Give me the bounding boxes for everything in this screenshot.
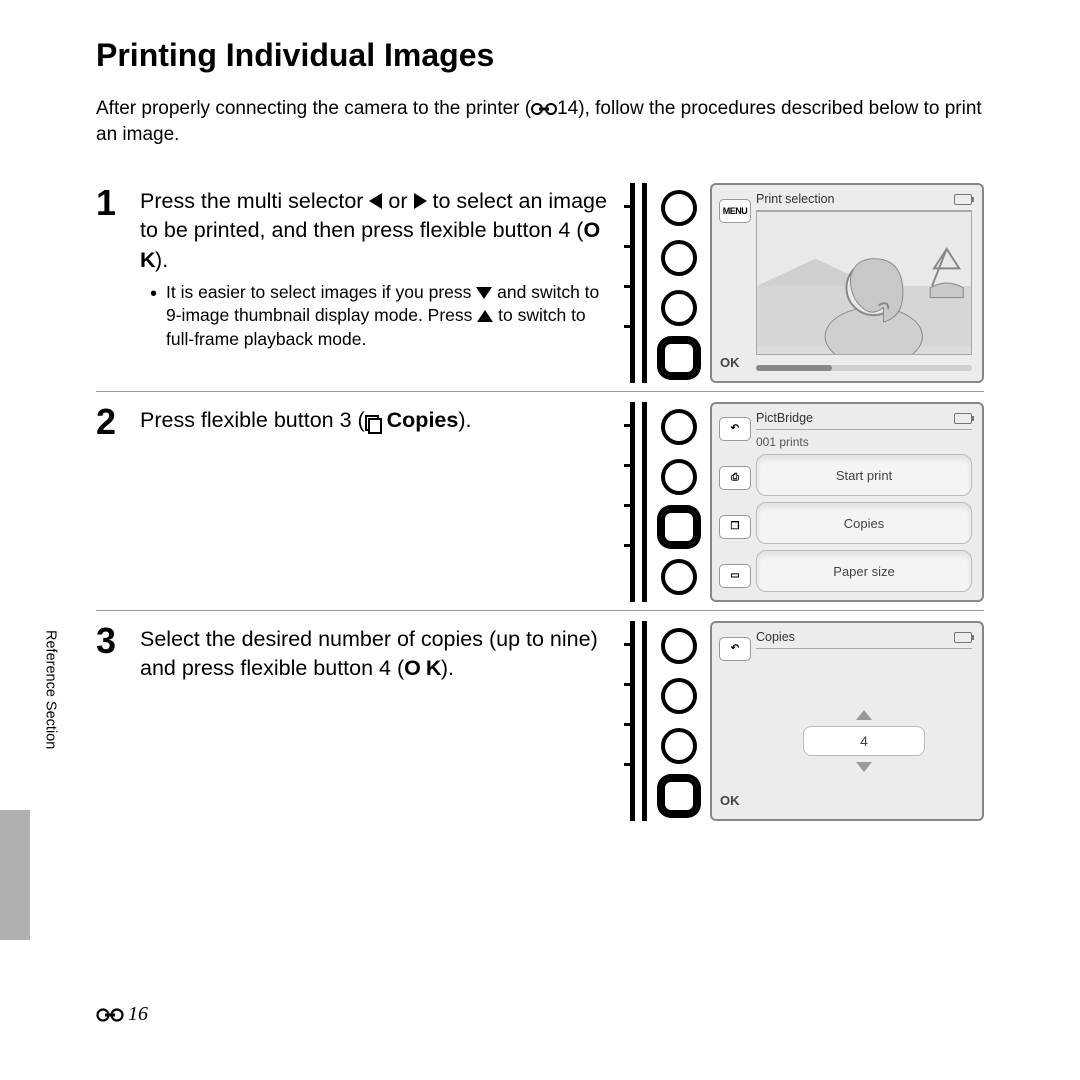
step-3-illustration: ↶ Copies 4 OK [624,621,984,821]
photo-preview [756,211,972,355]
screen-title: Print selection [756,191,835,208]
link-icon [96,1007,124,1023]
camera-buttons-icon [654,183,704,383]
up-triangle-icon [477,310,493,322]
menu-item: Paper size [756,550,972,592]
back-icon: ↶ [719,417,751,441]
copies-icon [365,415,379,429]
right-triangle-icon [414,193,427,209]
camera-screen: MENU Print selection [710,183,984,383]
step-number: 1 [96,185,140,383]
manual-page: Printing Individual Images After properl… [0,0,1080,1080]
paper-icon: ▭ [719,564,751,588]
menu-list: Start print Copies Paper size [756,454,972,592]
step-3-lead: Select the desired number of copies (up … [140,625,614,683]
step-1-illustration: MENU Print selection [624,183,984,383]
step-2-lead: Press flexible button 3 ( Copies). [140,406,614,435]
intro-paragraph: After properly connecting the camera to … [96,96,984,147]
link-icon [531,102,557,116]
copies-value: 4 [803,726,925,756]
down-triangle-icon [476,287,492,299]
camera-rail-icon [624,183,654,383]
step-number: 3 [96,623,140,821]
back-icon: ↶ [719,637,751,661]
step-1: 1 Press the multi selector or to select … [96,173,984,383]
ok-label: OK [720,792,740,810]
copies-spinner: 4 [756,683,972,799]
section-tab [0,810,30,940]
screen-title: Copies [756,629,795,646]
page-title: Printing Individual Images [96,34,984,77]
section-label: Reference Section [40,630,60,749]
step-1-note: It is easier to select images if you pre… [140,281,614,352]
page-number: 16 [96,1001,148,1028]
battery-icon [954,194,972,205]
step-2: 2 Press flexible button 3 ( Copies). ↶ ⎙… [96,391,984,602]
ok-icon: O K [404,656,441,680]
menu-item: Copies [756,502,972,544]
print-icon: ⎙ [719,466,751,490]
step-number: 2 [96,404,140,602]
step-2-illustration: ↶ ⎙ ❐ ▭ PictBridge 001 prints Start prin… [624,402,984,602]
battery-icon [954,632,972,643]
battery-icon [954,413,972,424]
ok-label: OK [720,354,740,372]
menu-icon: MENU [719,199,751,223]
menu-item: Start print [756,454,972,496]
progress-bar [756,365,972,371]
down-arrow-icon [856,762,872,772]
up-arrow-icon [856,710,872,720]
left-triangle-icon [369,193,382,209]
screen-title: PictBridge [756,410,813,427]
screen-subtitle: 001 prints [756,434,809,450]
step-3: 3 Select the desired number of copies (u… [96,610,984,821]
step-1-lead: Press the multi selector or to select an… [140,187,614,274]
copies-icon: ❐ [719,515,751,539]
